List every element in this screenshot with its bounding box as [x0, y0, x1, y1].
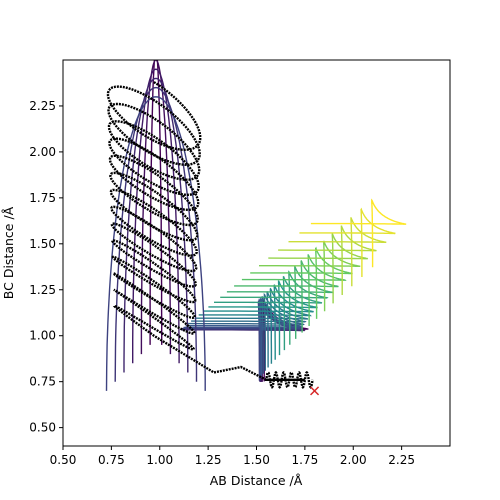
x-tick-label: 1.25	[195, 453, 222, 467]
contour-line	[259, 240, 361, 312]
y-tick-label: 0.50	[29, 421, 56, 435]
y-axis-label: BC Distance /Å	[1, 206, 16, 299]
contour-line	[140, 60, 172, 355]
y-tick-label: 1.75	[29, 191, 56, 205]
contour-line	[288, 217, 387, 287]
contour-line	[194, 291, 308, 368]
x-tick-label: 0.50	[50, 453, 77, 467]
y-axis: 0.50 0.75 1.00 1.25 1.50 1.75 2.00 2.25	[29, 99, 63, 435]
contour-line	[208, 280, 318, 356]
y-tick-label: 1.00	[29, 329, 56, 343]
x-tick-label: 1.00	[146, 453, 173, 467]
y-tick-label: 1.50	[29, 237, 56, 251]
x-tick-label: 2.00	[340, 453, 367, 467]
end-point-x-stroke	[310, 386, 320, 396]
contour-line	[250, 246, 353, 319]
x-tick-label: 2.25	[388, 453, 415, 467]
contour-line	[234, 260, 339, 333]
contour-line	[105, 96, 206, 391]
contour-line	[310, 198, 407, 268]
y-tick-label: 2.00	[29, 145, 56, 159]
x-tick-label: 1.75	[292, 453, 319, 467]
contour-line	[241, 254, 347, 326]
x-axis-label: AB Distance /Å	[210, 473, 303, 488]
end-point-marker	[310, 386, 320, 396]
x-tick-label: 0.75	[98, 453, 125, 467]
y-tick-label: 2.25	[29, 99, 56, 113]
y-tick-label: 1.25	[29, 283, 56, 297]
y-tick-label: 0.75	[29, 375, 56, 389]
trajectory-path	[106, 81, 314, 390]
x-axis: 0.50 0.75 1.00 1.25 1.50 1.75 2.00 2.25	[50, 446, 415, 467]
contour-line	[214, 276, 323, 351]
trajectory-line	[106, 81, 314, 390]
x-tick-label: 1.50	[243, 453, 270, 467]
